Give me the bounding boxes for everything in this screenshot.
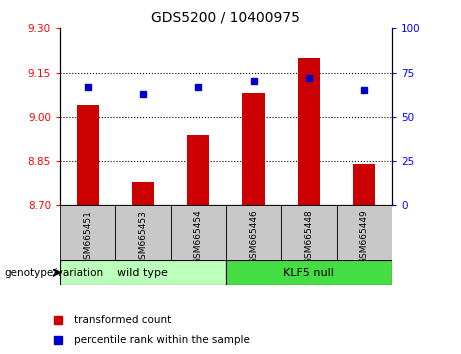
- Text: GSM665454: GSM665454: [194, 210, 203, 264]
- Text: GSM665453: GSM665453: [138, 210, 148, 264]
- Bar: [132, 182, 154, 205]
- Bar: [281, 205, 337, 260]
- Text: KLF5 null: KLF5 null: [284, 268, 334, 278]
- Text: GSM665448: GSM665448: [304, 210, 313, 264]
- Text: GSM665451: GSM665451: [83, 210, 92, 264]
- Bar: [60, 260, 226, 285]
- Text: GSM665446: GSM665446: [249, 210, 258, 264]
- Text: wild type: wild type: [118, 268, 168, 278]
- Bar: [298, 58, 320, 205]
- Bar: [353, 164, 375, 205]
- Bar: [337, 205, 392, 260]
- Text: percentile rank within the sample: percentile rank within the sample: [75, 335, 250, 345]
- Text: genotype/variation: genotype/variation: [5, 268, 104, 278]
- Bar: [171, 205, 226, 260]
- Text: transformed count: transformed count: [75, 315, 172, 325]
- Title: GDS5200 / 10400975: GDS5200 / 10400975: [152, 10, 300, 24]
- Bar: [77, 105, 99, 205]
- Bar: [115, 205, 171, 260]
- Bar: [242, 93, 265, 205]
- Text: GSM665449: GSM665449: [360, 210, 369, 264]
- Bar: [226, 260, 392, 285]
- Bar: [187, 135, 209, 205]
- Bar: [226, 205, 281, 260]
- Bar: [60, 205, 115, 260]
